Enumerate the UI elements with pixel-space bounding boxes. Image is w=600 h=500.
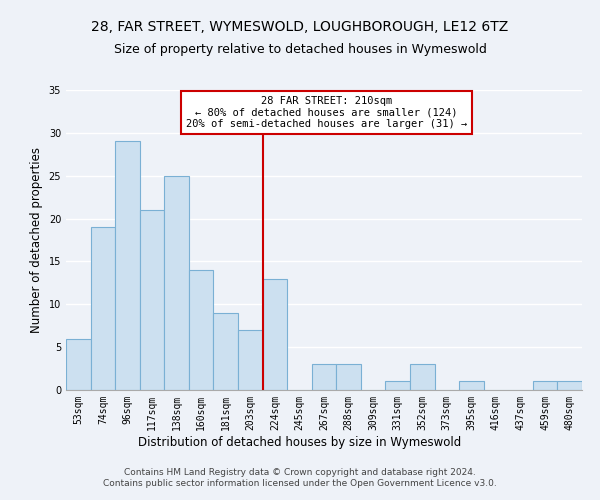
Bar (263, 278, 287, 390)
Bar (459, 382, 484, 390)
Bar (238, 330, 263, 390)
Bar (410, 364, 434, 390)
Text: Contains public sector information licensed under the Open Government Licence v3: Contains public sector information licen… (103, 480, 497, 488)
Text: Contains HM Land Registry data © Crown copyright and database right 2024.: Contains HM Land Registry data © Crown c… (124, 468, 476, 477)
Bar (312, 364, 336, 390)
Bar (115, 142, 140, 390)
Bar (91, 227, 115, 390)
Bar (533, 382, 557, 390)
Y-axis label: Number of detached properties: Number of detached properties (30, 147, 43, 333)
Bar (214, 313, 238, 390)
Text: Size of property relative to detached houses in Wymeswold: Size of property relative to detached ho… (113, 42, 487, 56)
Text: 28 FAR STREET: 210sqm
← 80% of detached houses are smaller (124)
20% of semi-det: 28 FAR STREET: 210sqm ← 80% of detached … (186, 96, 467, 129)
Bar (336, 364, 361, 390)
Bar (385, 382, 410, 390)
Bar (189, 270, 214, 390)
Bar (140, 210, 164, 390)
Text: Distribution of detached houses by size in Wymeswold: Distribution of detached houses by size … (139, 436, 461, 449)
Text: 28, FAR STREET, WYMESWOLD, LOUGHBOROUGH, LE12 6TZ: 28, FAR STREET, WYMESWOLD, LOUGHBOROUGH,… (91, 20, 509, 34)
Bar (66, 338, 91, 390)
Bar (164, 176, 189, 390)
Bar (557, 382, 582, 390)
